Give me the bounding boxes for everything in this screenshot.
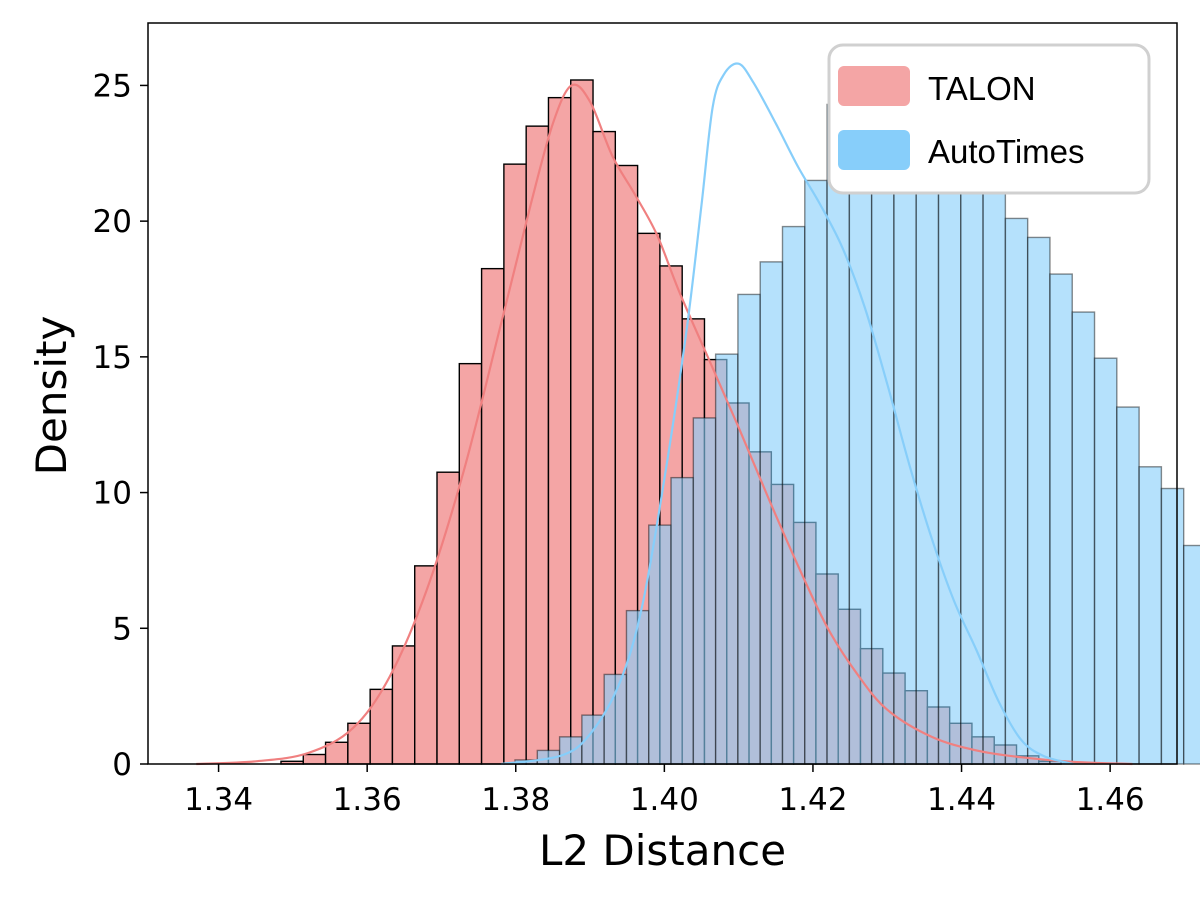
legend-swatch-talon — [838, 66, 910, 106]
autotimes-bar — [960, 140, 984, 765]
axes-frame — [147, 22, 1178, 765]
talon-bar — [369, 688, 394, 765]
talon-bar — [592, 130, 617, 765]
y-tick-label: 25 — [93, 68, 132, 104]
talon-bar — [525, 125, 550, 765]
talon-bar — [570, 79, 594, 765]
legend-label-talon: TALON — [928, 70, 1036, 107]
x-tick-label: 1.46 — [1076, 782, 1145, 818]
talon-bar — [547, 96, 572, 765]
legend-swatch-autotimes — [838, 130, 910, 170]
autotimes-bar — [670, 476, 695, 765]
y-tick-label: 10 — [93, 476, 132, 512]
y-tick-label: 20 — [93, 204, 132, 240]
autotimes-kde-line — [500, 62, 1074, 766]
autotimes-bar — [1138, 466, 1163, 765]
x-tick-label: 1.34 — [184, 782, 253, 818]
y-tick-label: 0 — [112, 747, 132, 783]
autotimes-bar — [603, 673, 628, 765]
autotimes-bar — [1093, 357, 1118, 765]
autotimes-bar — [1182, 544, 1200, 765]
talon-kde-line — [196, 83, 1133, 766]
autotimes-bar — [1071, 311, 1096, 765]
autotimes-bar — [1004, 217, 1029, 765]
x-tick-label: 1.38 — [481, 782, 550, 818]
talon-bar — [480, 267, 505, 765]
autotimes-bar — [648, 524, 672, 765]
autotimes-bars — [514, 60, 1200, 765]
autotimes-bar — [1160, 487, 1185, 765]
talon-bar — [414, 565, 438, 765]
y-tick-label: 5 — [112, 611, 132, 647]
legend-label-autotimes: AutoTimes — [928, 133, 1085, 170]
y-axis-ticks: 0 5 10 15 20 25 — [93, 68, 148, 783]
x-tick-label: 1.44 — [927, 782, 996, 818]
talon-bar — [458, 362, 483, 765]
legend: TALON AutoTimes — [827, 43, 1151, 195]
autotimes-bar — [625, 609, 650, 765]
autotimes-bar — [781, 225, 806, 765]
y-axis-label: Density — [27, 316, 76, 476]
x-tick-label: 1.42 — [778, 782, 847, 818]
autotimes-bar — [1049, 273, 1073, 765]
autotimes-bar — [826, 103, 851, 765]
y-tick-label: 15 — [93, 340, 132, 376]
autotimes-bar — [1116, 406, 1140, 765]
autotimes-bar — [937, 110, 962, 765]
autotimes-bar — [692, 417, 717, 765]
autotimes-bar — [759, 261, 784, 765]
x-axis-ticks: 1.34 1.36 1.38 1.40 1.42 1.44 1.46 — [184, 764, 1145, 818]
x-tick-label: 1.36 — [333, 782, 402, 818]
x-axis-label: L2 Distance — [539, 826, 786, 875]
autotimes-bar — [737, 293, 761, 765]
talon-bar — [503, 163, 527, 765]
talon-bar — [302, 753, 327, 765]
talon-bar — [436, 471, 461, 765]
autotimes-bar — [804, 179, 828, 765]
autotimes-bar — [1026, 236, 1051, 765]
x-tick-label: 1.40 — [630, 782, 699, 818]
